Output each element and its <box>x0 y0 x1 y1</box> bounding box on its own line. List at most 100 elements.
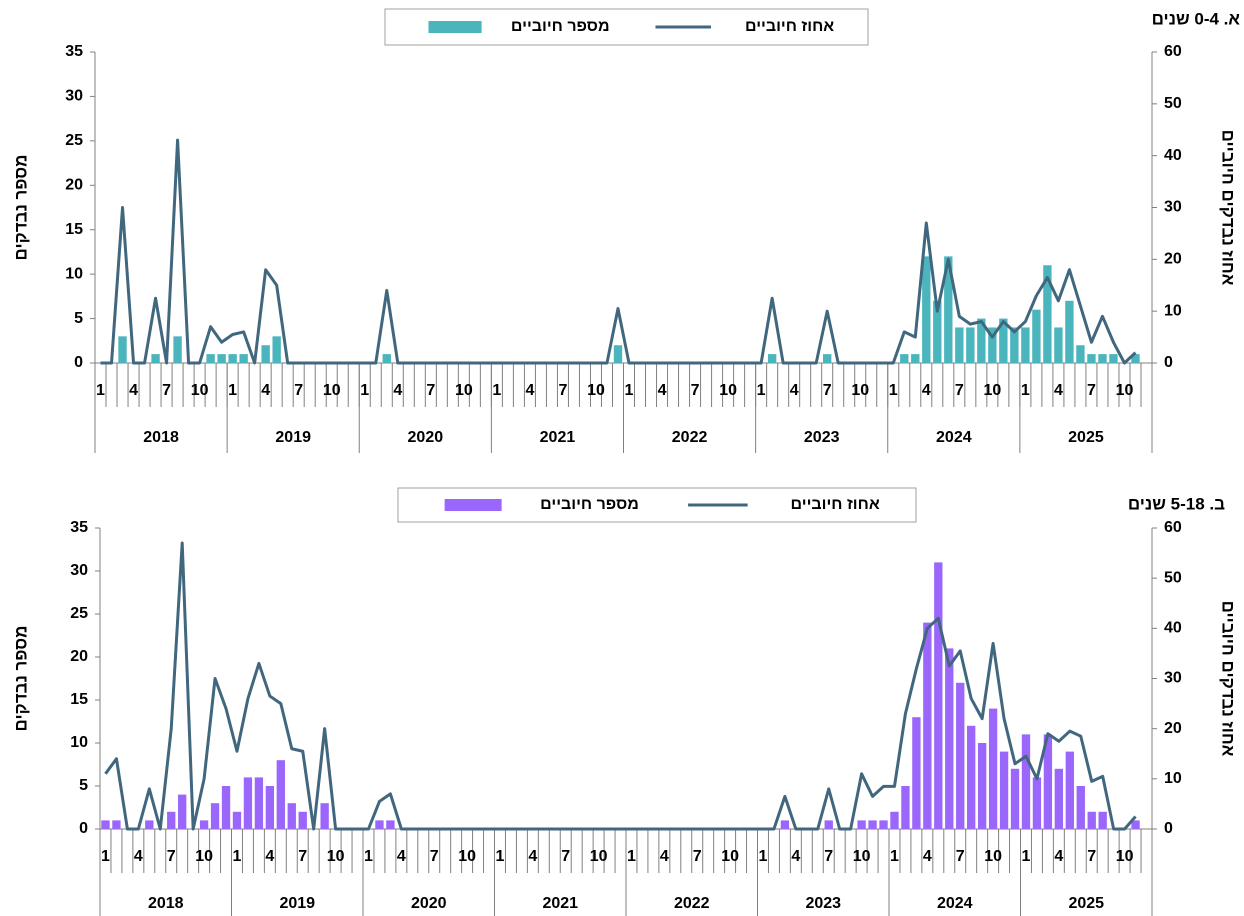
legend-label: אחוז חיוביים <box>745 18 834 35</box>
bar <box>1043 265 1052 363</box>
bar <box>386 820 395 829</box>
bar <box>254 777 264 829</box>
y-tick-label: 10 <box>65 265 83 282</box>
bar <box>890 811 899 829</box>
bar <box>767 354 777 363</box>
y-tick-label: 20 <box>70 648 88 665</box>
x-tick-label: 10 <box>587 382 605 399</box>
x-tick-label: 7 <box>430 848 439 865</box>
bar <box>933 300 942 363</box>
x-tick-label: 4 <box>397 848 406 865</box>
x-tick-label: 1 <box>360 382 369 399</box>
bar <box>977 318 986 363</box>
bar <box>239 354 248 363</box>
year-label: 2018 <box>148 895 184 912</box>
year-label: 2020 <box>408 429 444 446</box>
x-tick-label: 1 <box>1021 382 1030 399</box>
bar <box>1098 354 1107 363</box>
year-label: 2019 <box>275 429 311 446</box>
y2-tick-label: 40 <box>1164 147 1182 164</box>
bar <box>1087 811 1096 829</box>
x-tick-label: 10 <box>1116 848 1134 865</box>
y-axis-label: מספר נבדקים <box>11 155 30 261</box>
x-tick-label: 7 <box>558 382 567 399</box>
bar <box>955 327 964 363</box>
bar <box>199 820 209 829</box>
bar <box>1098 811 1107 829</box>
bar <box>967 725 976 829</box>
x-tick-label: 7 <box>691 382 700 399</box>
x-tick-label: 7 <box>1087 848 1096 865</box>
y-tick-label: 35 <box>70 519 88 536</box>
x-tick-label: 7 <box>561 848 570 865</box>
y2-tick-label: 0 <box>1164 354 1173 371</box>
bar <box>923 622 932 829</box>
x-tick-label: 1 <box>625 382 634 399</box>
x-tick-label: 4 <box>1054 848 1063 865</box>
y-axis-label: מספר נבדקים <box>11 626 30 732</box>
x-tick-label: 10 <box>455 382 473 399</box>
x-tick-label: 10 <box>458 848 476 865</box>
bar <box>988 708 998 829</box>
y2-tick-label: 60 <box>1164 43 1182 60</box>
bar <box>1021 327 1030 363</box>
x-tick-label: 4 <box>790 382 799 399</box>
x-tick-label: 1 <box>96 382 105 399</box>
year-label: 2025 <box>1068 429 1104 446</box>
y-tick-label: 30 <box>65 88 83 105</box>
legend-swatch <box>428 21 482 33</box>
bar <box>232 811 242 829</box>
x-tick-label: 10 <box>719 382 737 399</box>
bar <box>221 786 231 829</box>
year-label: 2022 <box>674 895 710 912</box>
y-tick-label: 30 <box>70 562 88 579</box>
x-tick-label: 10 <box>590 848 608 865</box>
bar <box>228 354 237 363</box>
x-tick-label: 10 <box>191 382 209 399</box>
x-tick-label: 7 <box>693 848 702 865</box>
x-tick-label: 4 <box>129 382 138 399</box>
bar <box>956 682 965 829</box>
y-tick-label: 10 <box>70 734 88 751</box>
bar <box>1065 300 1074 363</box>
y-tick-label: 0 <box>74 354 83 371</box>
x-tick-label: 4 <box>528 848 537 865</box>
bar <box>1065 751 1074 829</box>
y2-tick-label: 30 <box>1164 199 1182 216</box>
bar <box>210 803 220 829</box>
bar <box>944 256 953 363</box>
y2-tick-label: 50 <box>1164 569 1182 586</box>
bar <box>1032 309 1041 363</box>
bar <box>118 336 127 363</box>
x-tick-label: 1 <box>759 848 768 865</box>
x-tick-label: 1 <box>890 848 899 865</box>
year-label: 2025 <box>1068 895 1104 912</box>
x-tick-label: 4 <box>791 848 800 865</box>
year-label: 2021 <box>540 429 576 446</box>
bar <box>145 820 154 829</box>
x-tick-label: 4 <box>525 382 534 399</box>
x-tick-label: 4 <box>658 382 667 399</box>
y2-tick-label: 20 <box>1164 720 1182 737</box>
bar <box>265 786 275 829</box>
bar <box>999 751 1009 829</box>
chart-title: ב. 5-18 שנים <box>1128 494 1225 513</box>
year-label: 2022 <box>672 429 708 446</box>
bar <box>613 345 623 363</box>
x-tick-label: 1 <box>889 382 898 399</box>
bar <box>922 256 931 363</box>
x-tick-label: 7 <box>824 848 833 865</box>
bar <box>1076 786 1085 829</box>
year-label: 2024 <box>937 895 973 912</box>
bar <box>382 354 391 363</box>
x-tick-label: 1 <box>1022 848 1031 865</box>
x-tick-label: 7 <box>426 382 435 399</box>
x-tick-label: 4 <box>265 848 274 865</box>
x-tick-label: 4 <box>134 848 143 865</box>
y-tick-label: 20 <box>65 177 83 194</box>
bar <box>1010 327 1019 363</box>
bar <box>780 820 790 829</box>
line <box>104 541 1137 831</box>
